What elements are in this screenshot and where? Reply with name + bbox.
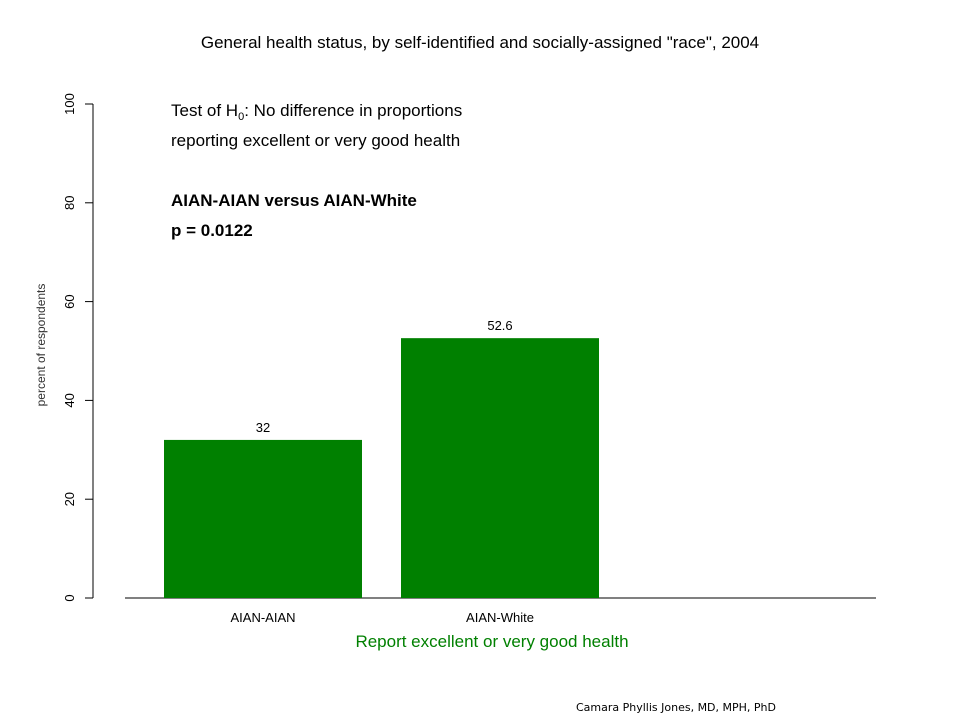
hypothesis-line-1: Test of H0: No difference in proportions: [171, 101, 462, 123]
comparison-label: AIAN-AIAN versus AIAN-White: [171, 191, 417, 210]
data-label: 32: [256, 420, 270, 435]
y-tick-label: 20: [62, 492, 77, 506]
y-tick-label: 60: [62, 294, 77, 308]
bar-aian-aian: [164, 439, 362, 598]
y-tick-label: 0: [62, 594, 77, 601]
hypothesis-suffix: : No difference in proportions: [244, 101, 462, 120]
y-tick-label: 80: [62, 196, 77, 210]
y-tick-label: 100: [62, 93, 77, 115]
y-axis-label: percent of respondents: [34, 284, 48, 407]
x-tick-label: AIAN-AIAN: [230, 610, 295, 625]
chart-title: General health status, by self-identifie…: [201, 33, 759, 52]
y-axis: 0 20 40 60 80 100: [62, 93, 94, 602]
hypothesis-line-2: reporting excellent or very good health: [171, 131, 460, 150]
credit-text: Camara Phyllis Jones, MD, MPH, PhD: [576, 701, 776, 714]
y-tick-label: 40: [62, 393, 77, 407]
hypothesis-prefix: Test of H: [171, 101, 238, 120]
bar-aian-white: [401, 338, 599, 598]
hypothesis-subscript: 0: [238, 111, 244, 123]
data-label: 52.6: [487, 318, 512, 333]
p-value-label: p = 0.0122: [171, 221, 253, 240]
x-axis-label: Report excellent or very good health: [355, 632, 628, 651]
bars-group: 32 AIAN-AIAN 52.6 AIAN-White: [164, 318, 599, 625]
x-tick-label: AIAN-White: [466, 610, 534, 625]
